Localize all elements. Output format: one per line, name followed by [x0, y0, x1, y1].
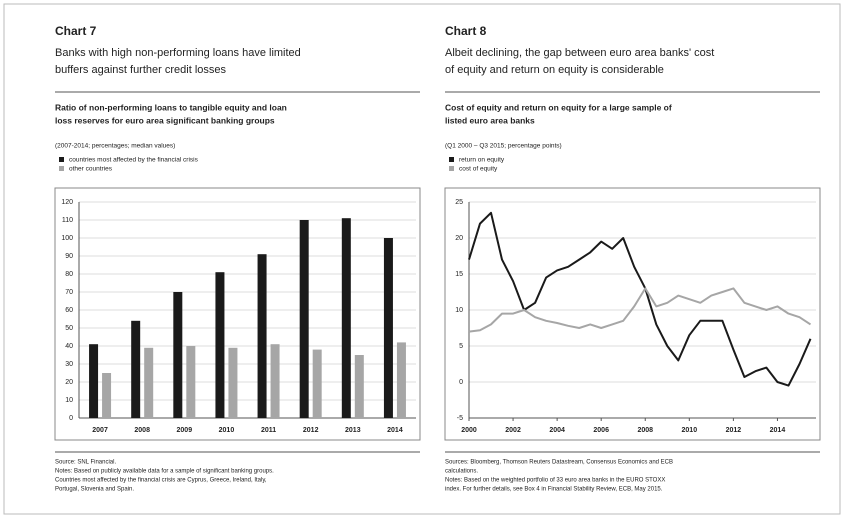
legend-label: countries most affected by the financial… — [69, 157, 199, 164]
y-tick-label: 100 — [61, 235, 73, 242]
legend-swatch — [449, 166, 454, 171]
bar — [257, 254, 267, 418]
bar — [173, 292, 183, 418]
y-tick-label: 60 — [65, 307, 73, 314]
chart-subtitle: buffers against further credit losses — [55, 64, 226, 76]
chart-subtitle: Albeit declining, the gap between euro a… — [445, 47, 714, 59]
source-note: calculations. — [445, 469, 478, 475]
source-note: Portugal, Slovenia and Spain. — [55, 487, 134, 493]
y-tick-label: 10 — [455, 307, 463, 314]
x-tick-label: 2010 — [219, 427, 235, 434]
chart-label: Chart 8 — [445, 24, 487, 38]
y-tick-label: 50 — [65, 325, 73, 332]
x-tick-label: 2006 — [593, 427, 609, 434]
y-tick-label: 70 — [65, 289, 73, 296]
x-tick-label: 2004 — [549, 427, 565, 434]
source-note: Notes: Based on publicly available data … — [55, 469, 274, 475]
bar — [228, 347, 238, 418]
chart-label: Chart 7 — [55, 24, 97, 38]
x-tick-label: 2012 — [726, 427, 742, 434]
bar — [215, 272, 225, 418]
units-note: (2007-2014; percentages; median values) — [55, 143, 175, 150]
chart-title: Cost of equity and return on equity for … — [445, 102, 672, 112]
frame — [3, 3, 841, 515]
legend-swatch — [59, 166, 64, 171]
bar — [102, 373, 112, 418]
legend-swatch — [59, 157, 64, 162]
y-tick-label: 10 — [65, 397, 73, 404]
line-series — [468, 211, 812, 387]
y-tick-label: 110 — [62, 217, 73, 224]
y-tick-label: 20 — [455, 235, 463, 242]
x-tick-label: 2007 — [92, 427, 108, 434]
legend-label: return on equity — [459, 157, 505, 164]
x-tick-label: 2008 — [134, 427, 150, 434]
y-tick-label: 25 — [455, 199, 463, 206]
x-tick-label: 2014 — [387, 427, 403, 434]
bar — [299, 220, 309, 418]
bar — [89, 344, 99, 418]
y-tick-label: 0 — [69, 415, 73, 422]
plot-frame — [54, 187, 421, 441]
y-tick-label: 15 — [455, 271, 463, 278]
y-tick-label: 120 — [61, 199, 73, 206]
chart-subtitle: of equity and return on equity is consid… — [445, 64, 664, 76]
y-tick-label: 5 — [459, 343, 463, 350]
bar — [354, 355, 364, 418]
bar — [186, 346, 196, 418]
legend-label: other countries — [69, 166, 113, 173]
bar — [383, 238, 393, 418]
source-note: Notes: Based on the weighted portfolio o… — [445, 478, 665, 484]
source-note: Sources: Bloomberg, Thomson Reuters Data… — [445, 460, 673, 466]
bar — [312, 349, 322, 418]
chart-title: loss reserves for euro area significant … — [55, 115, 275, 125]
source-note: index. For further details, see Box 4 in… — [445, 487, 663, 493]
x-tick-label: 2012 — [303, 427, 319, 434]
x-tick-label: 2008 — [637, 427, 653, 434]
x-tick-label: 2013 — [345, 427, 361, 434]
legend-swatch — [449, 157, 454, 162]
legend-label: cost of equity — [459, 166, 498, 173]
x-tick-label: 2014 — [770, 427, 786, 434]
x-tick-label: 2011 — [261, 427, 276, 434]
chart-title: listed euro area banks — [445, 115, 535, 125]
y-tick-label: 0 — [459, 379, 463, 386]
bar — [270, 344, 280, 418]
y-tick-label: 80 — [65, 271, 73, 278]
bar — [396, 342, 406, 418]
x-tick-label: 2002 — [505, 427, 521, 434]
x-tick-label: 2010 — [682, 427, 698, 434]
bar — [341, 218, 351, 418]
chart-subtitle: Banks with high non-performing loans hav… — [55, 47, 301, 59]
plot-frame — [444, 187, 821, 441]
y-tick-label: 90 — [65, 253, 73, 260]
bar — [144, 347, 154, 418]
y-tick-label: 40 — [65, 343, 73, 350]
y-tick-label: 20 — [65, 379, 73, 386]
x-tick-label: 2009 — [177, 427, 193, 434]
x-tick-label: 2000 — [461, 427, 477, 434]
y-tick-label: -5 — [457, 415, 463, 422]
chart-title: Ratio of non-performing loans to tangibl… — [55, 102, 287, 112]
line-series — [468, 287, 812, 333]
y-tick-label: 30 — [65, 361, 73, 368]
source-note: Countries most affected by the financial… — [55, 478, 267, 484]
units-note: (Q1 2000 – Q3 2015; percentage points) — [445, 143, 562, 150]
bar — [131, 320, 141, 418]
source-note: Source: SNL Financial. — [55, 460, 116, 466]
